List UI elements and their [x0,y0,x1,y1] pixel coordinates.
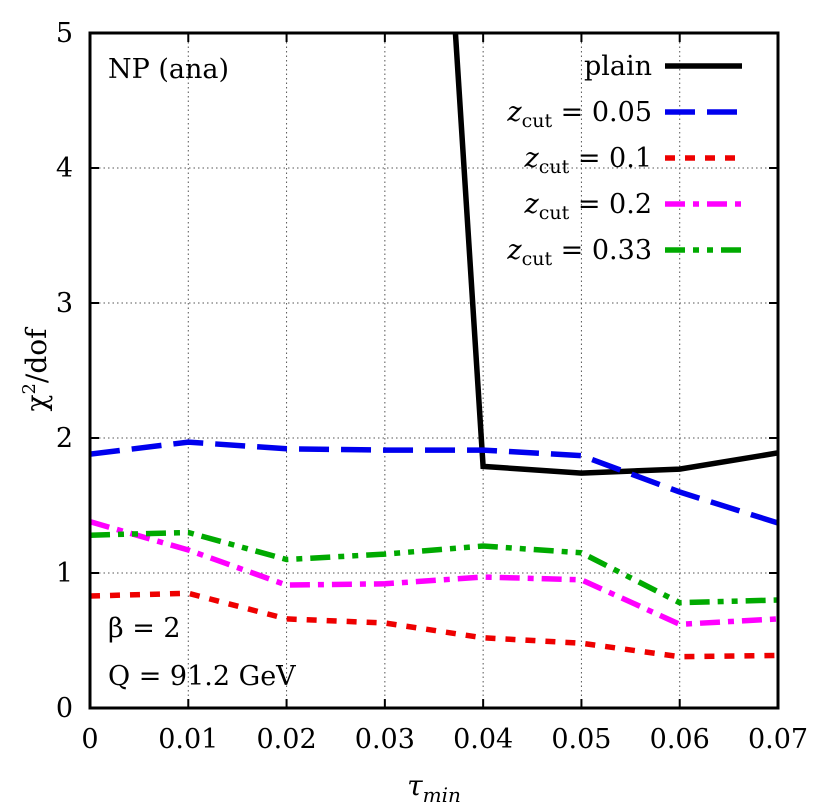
x-tick-label: 0.03 [355,724,415,755]
x-tick-label: 0.02 [257,724,317,755]
x-tick-label: 0.01 [158,724,218,755]
legend-label: plain [584,51,652,82]
x-axis-label: τmin [407,769,461,807]
grid [90,33,778,708]
annotation-np-ana: NP (ana) [108,54,229,85]
y-tick-label: 3 [56,288,73,319]
legend: plain zcut = 0.05 zcut = 0.1 zcut = 0.2 zcut… [506,51,742,270]
legend-label: zcut = 0.33 [506,235,652,270]
series-line [452,33,778,476]
series-line [90,439,778,526]
x-tick-label: 0.04 [453,724,513,755]
x-tick-label: 0.05 [551,724,611,755]
x-tick-label: 0.06 [650,724,710,755]
legend-label: zcut = 0.1 [524,143,652,178]
y-tick-label: 5 [56,18,73,49]
series-layer [90,33,778,660]
legend-label: zcut = 0.05 [506,97,652,132]
x-tick-label: 0.07 [748,724,808,755]
legend-label: zcut = 0.2 [524,189,652,224]
ticks: 0 0.01 0.02 0.03 0.04 0.05 0.06 0.07 0 1 2 3 4 5 [56,18,808,755]
series-line [90,529,778,606]
y-tick-label: 2 [56,423,73,454]
plot-frame [88,31,780,710]
y-axis-label: χ2/dof [19,326,53,412]
series-line [90,590,778,660]
y-tick-label: 4 [56,153,73,184]
y-tick-label: 0 [56,693,73,724]
series-line [90,519,778,628]
annotation-beta: β = 2 [108,613,181,644]
x-tick-label: 0 [81,724,98,755]
y-tick-label: 1 [56,558,73,589]
annotation-q: Q = 91.2 GeV [108,661,296,692]
